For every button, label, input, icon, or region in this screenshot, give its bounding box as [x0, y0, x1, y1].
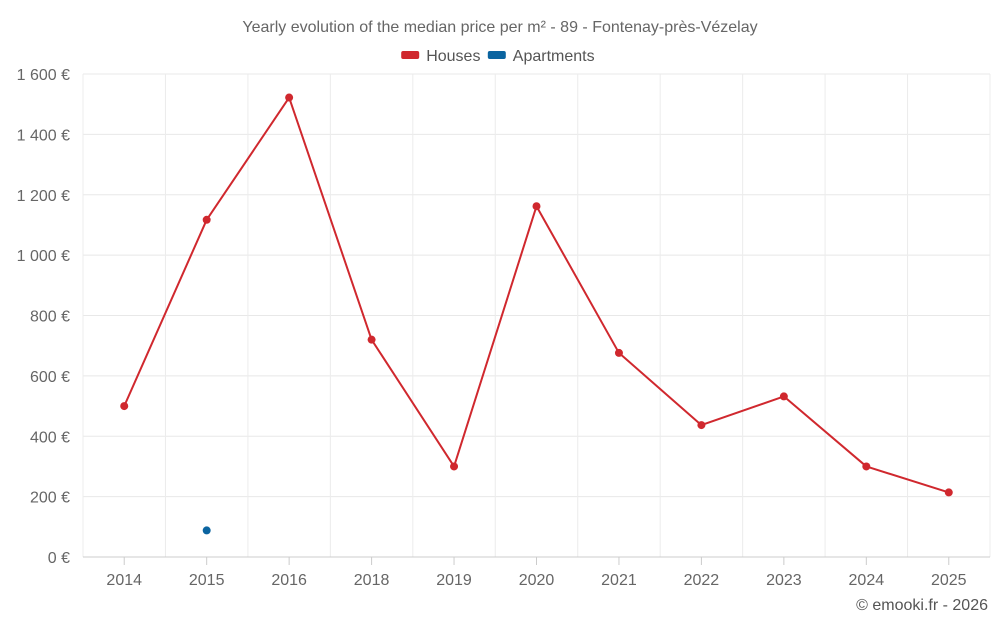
- x-tick-label: 2024: [849, 572, 885, 589]
- y-tick-label: 0 €: [48, 550, 70, 567]
- data-point-houses[interactable]: [862, 462, 871, 471]
- grid: [82, 73, 991, 557]
- data-point-houses[interactable]: [532, 202, 541, 211]
- x-tick-label: 2015: [189, 572, 225, 589]
- series-houses: [120, 93, 953, 497]
- x-tick-label: 2019: [436, 572, 472, 589]
- y-tick-label: 400 €: [30, 429, 70, 446]
- legend-swatch: [401, 51, 420, 59]
- data-point-houses[interactable]: [120, 402, 129, 411]
- x-tick-label: 2018: [354, 572, 390, 589]
- data-point-houses[interactable]: [367, 335, 376, 344]
- series-apartments: [202, 526, 211, 535]
- data-point-houses[interactable]: [614, 348, 623, 357]
- y-tick-label: 200 €: [30, 490, 70, 507]
- x-axis: 2014 2015 2016 2018 2019 2020 2021 2022 2023 2024…: [83, 556, 990, 589]
- chart-title: Yearly evolution of the median price per…: [242, 19, 757, 36]
- series-layer: [120, 93, 953, 535]
- y-tick-label: 800 €: [30, 309, 70, 326]
- legend-item-houses[interactable]: Houses: [401, 48, 480, 65]
- y-tick-label: 1 200 €: [17, 188, 70, 205]
- x-tick-label: 2014: [106, 572, 142, 589]
- y-tick-label: 1 000 €: [17, 248, 70, 265]
- x-tick-label: 2020: [519, 572, 555, 589]
- legend-label: Houses: [426, 48, 480, 65]
- x-tick-label: 2023: [766, 572, 802, 589]
- legend-item-apartments[interactable]: Apartments: [487, 48, 595, 65]
- data-point-houses[interactable]: [779, 392, 788, 401]
- data-point-apartments[interactable]: [202, 526, 211, 535]
- credit-text: © emooki.fr - 2026: [856, 597, 988, 614]
- legend: Houses Apartments: [401, 48, 595, 65]
- legend-swatch: [487, 51, 506, 59]
- x-tick-label: 2016: [271, 572, 307, 589]
- x-tick-label: 2021: [601, 572, 637, 589]
- y-tick-label: 1 400 €: [17, 127, 70, 144]
- legend-label: Apartments: [513, 48, 595, 65]
- data-point-houses[interactable]: [202, 215, 211, 224]
- data-point-houses[interactable]: [450, 462, 459, 471]
- data-point-houses[interactable]: [285, 93, 294, 102]
- data-point-houses[interactable]: [944, 488, 953, 497]
- y-axis: 0 € 200 € 400 € 600 € 800 € 1 000 € 1 200 € 1 4…: [17, 67, 70, 567]
- y-tick-label: 1 600 €: [17, 67, 70, 84]
- data-point-houses[interactable]: [697, 421, 706, 430]
- x-tick-label: 2022: [684, 572, 720, 589]
- x-tick-label: 2025: [931, 572, 967, 589]
- y-tick-label: 600 €: [30, 369, 70, 386]
